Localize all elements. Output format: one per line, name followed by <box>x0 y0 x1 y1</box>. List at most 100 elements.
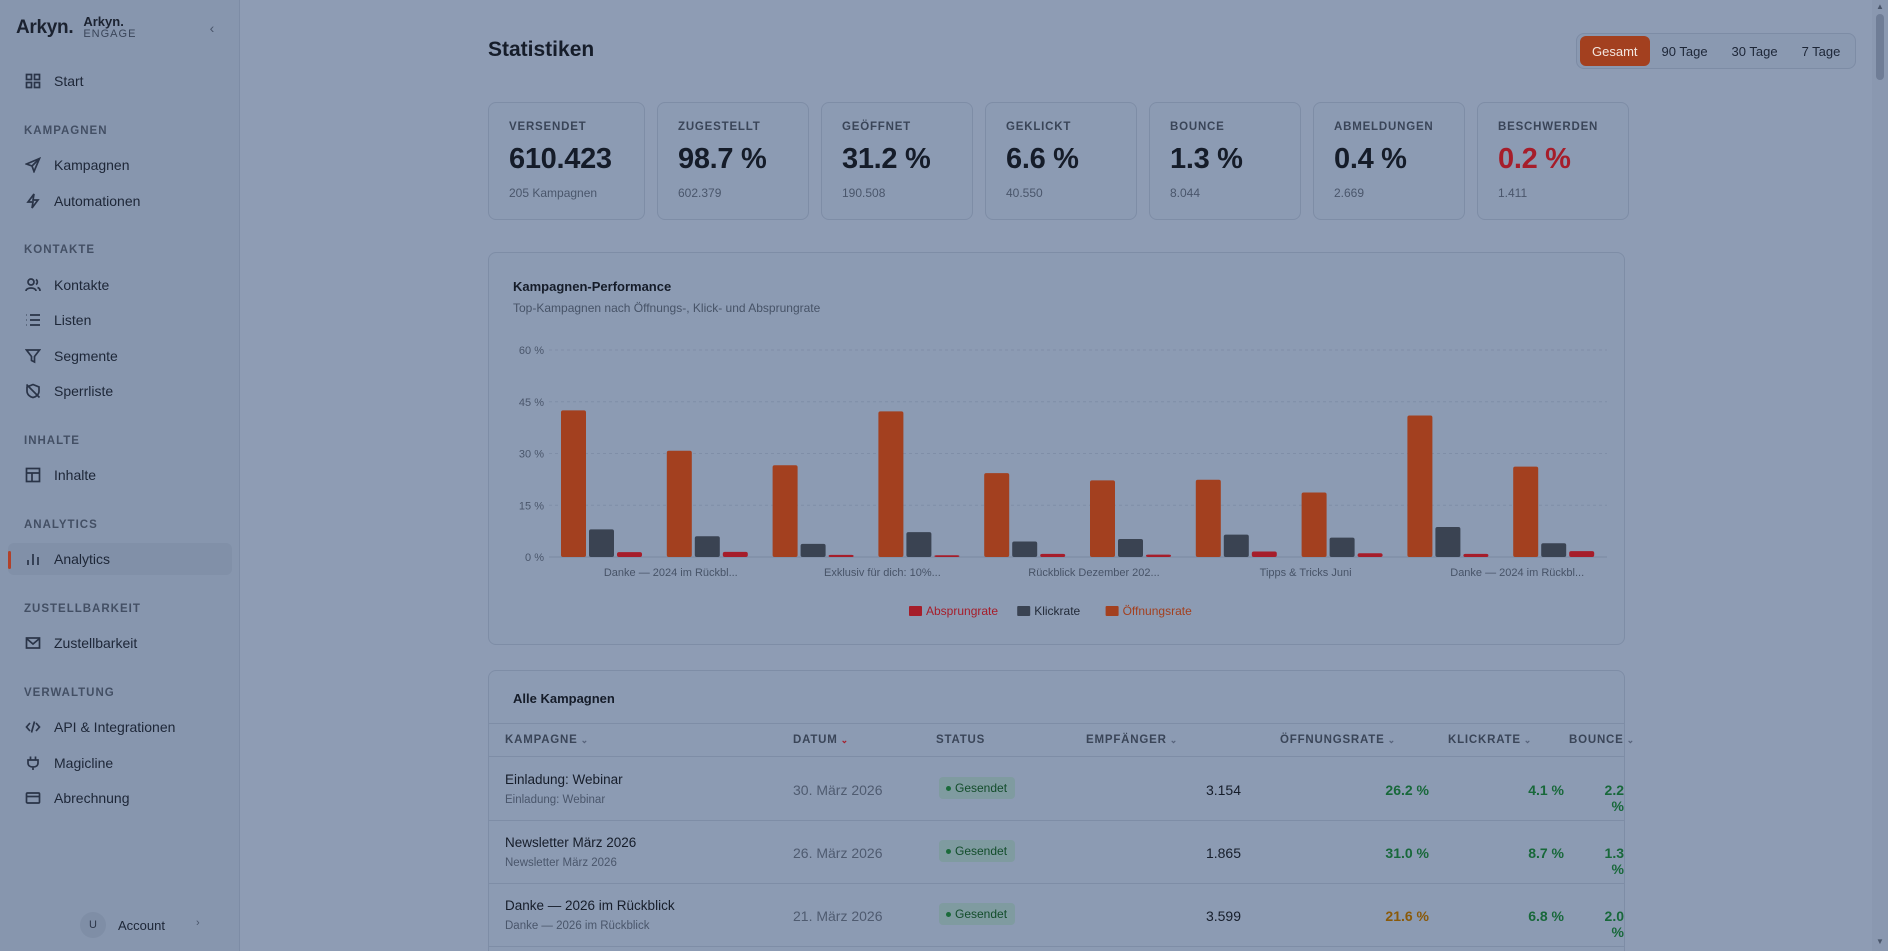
stat-value: 0.2 % <box>1498 143 1571 175</box>
sidebar-item-label: Segmente <box>54 348 118 364</box>
y-tick-label: 45 % <box>519 397 544 409</box>
bar-absprungrate <box>934 555 960 557</box>
x-tick-label: Danke — 2024 im Rückbl... <box>604 567 738 579</box>
sidebar: Arkyn. Arkyn. ENGAGE ‹ Start KAMPAGNEN K… <box>0 0 240 951</box>
bar-ffnungsrate <box>772 465 798 557</box>
header-kampagne[interactable]: KAMPAGNE ⌄ <box>505 734 589 746</box>
sort-chevron-active-icon: ⌄ <box>840 735 850 745</box>
bar-absprungrate <box>1569 551 1595 557</box>
dashboard-grid-icon <box>24 72 42 90</box>
bar-ffnungsrate <box>984 473 1010 557</box>
section-kampagnen: KAMPAGNEN <box>24 125 108 137</box>
scroll-down-arrow-icon[interactable]: ▼ <box>1876 937 1884 946</box>
table-row[interactable]: Einladung: Webinar Einladung: Webinar 30… <box>489 758 1624 821</box>
range-button-gesamt[interactable]: Gesamt <box>1580 36 1650 66</box>
scrollbar-thumb[interactable] <box>1876 14 1884 80</box>
chevron-right-icon: › <box>196 917 200 929</box>
sidebar-item-label: Sperrliste <box>54 383 114 399</box>
open-rate: 21.6 % <box>1385 908 1429 924</box>
sort-chevron-icon: ⌄ <box>1626 735 1635 745</box>
bounce-rate: 2.2 % <box>1604 782 1624 814</box>
click-rate: 6.8 % <box>1528 908 1564 924</box>
send-icon <box>24 156 42 174</box>
sidebar-item-label: Abrechnung <box>54 790 130 806</box>
stat-value: 31.2 % <box>842 143 931 175</box>
sidebar-item-abrechnung[interactable]: Abrechnung <box>8 782 232 814</box>
stat-sub: 1.411 <box>1498 186 1528 200</box>
stat-card-bounce: BOUNCE 1.3 % 8.044 <box>1149 102 1301 220</box>
sidebar-item-kampagnen[interactable]: Kampagnen <box>8 149 232 181</box>
scroll-up-arrow-icon[interactable]: ▲ <box>1876 2 1884 11</box>
bar-absprungrate <box>1251 551 1277 557</box>
campaign-subject: Newsletter März 2026 <box>505 857 617 869</box>
y-tick-label: 0 % <box>525 552 544 564</box>
stat-sub: 602.379 <box>678 186 722 200</box>
bar-ffnungsrate <box>561 410 586 557</box>
bar-klickrate <box>1223 534 1249 557</box>
users-icon <box>24 276 42 294</box>
header-status[interactable]: STATUS <box>936 734 986 746</box>
stat-label: BOUNCE <box>1170 121 1225 133</box>
bar-klickrate <box>1541 543 1567 557</box>
recipients: 3.154 <box>1205 782 1241 798</box>
account-button[interactable]: U Account <box>80 912 165 938</box>
stat-card-geklickt: GEKLICKT 6.6 % 40.550 <box>985 102 1137 220</box>
range-button-7-tage[interactable]: 7 Tage <box>1801 43 1841 59</box>
bar-klickrate <box>1435 526 1461 557</box>
sidebar-item-sperrliste[interactable]: Sperrliste <box>8 375 232 407</box>
sidebar-item-analytics[interactable]: Analytics <box>8 543 232 575</box>
active-indicator <box>8 551 11 569</box>
header-empfaenger[interactable]: EMPFÄNGER ⌄ <box>1086 734 1179 746</box>
header-bounce[interactable]: BOUNCE ⌄ <box>1569 734 1635 746</box>
sidebar-item-automationen[interactable]: Automationen <box>8 185 232 217</box>
chart-subtitle: Top-Kampagnen nach Öffnungs-, Klick- und… <box>513 301 821 315</box>
bar-ffnungsrate <box>666 450 692 557</box>
sort-chevron-icon: ⌄ <box>1169 735 1179 745</box>
open-rate: 26.2 % <box>1385 782 1429 798</box>
bar-absprungrate <box>1146 554 1171 557</box>
campaign-name: Einladung: Webinar <box>505 772 623 787</box>
stat-card-abmeldungen: ABMELDUNGEN 0.4 % 2.669 <box>1313 102 1465 220</box>
legend-swatch <box>1105 606 1119 616</box>
bar-klickrate <box>906 532 932 557</box>
sidebar-item-listen[interactable]: Listen <box>8 304 232 336</box>
range-button-30-tage[interactable]: 30 Tage <box>1731 43 1778 59</box>
stat-sub: 205 Kampagnen <box>509 186 598 200</box>
y-tick-label: 15 % <box>519 500 544 512</box>
bar-absprungrate <box>1040 553 1066 557</box>
brand: Arkyn. Arkyn. ENGAGE <box>0 0 239 56</box>
x-tick-label: Exklusiv für dich: 10%... <box>824 567 941 579</box>
page-scrollbar[interactable]: ▲ ▼ <box>1872 0 1888 951</box>
range-button-90-tage[interactable]: 90 Tage <box>1661 43 1708 59</box>
header-klickrate[interactable]: KLICKRATE ⌄ <box>1448 734 1533 746</box>
y-tick-label: 30 % <box>519 449 544 461</box>
stat-cards: VERSENDET 610.423 205 Kampagnen ZUGESTEL… <box>488 102 1629 220</box>
mail-icon <box>24 634 42 652</box>
sidebar-item-label: Magicline <box>54 755 114 771</box>
page-title: Statistiken <box>488 38 595 61</box>
layout-icon <box>24 466 42 484</box>
table-row[interactable]: Danke — 2026 im Rückblick Danke — 2026 i… <box>489 884 1624 947</box>
stat-label: BESCHWERDEN <box>1498 121 1599 133</box>
click-rate: 4.1 % <box>1528 782 1564 798</box>
sidebar-item-start[interactable]: Start <box>8 65 232 97</box>
header-datum[interactable]: DATUM ⌄ <box>793 734 850 746</box>
sidebar-item-api[interactable]: API & Integrationen <box>8 711 232 743</box>
sidebar-item-magicline[interactable]: Magicline <box>8 747 232 779</box>
avatar: U <box>80 912 106 938</box>
x-tick-label: Danke — 2024 im Rückbl... <box>1450 567 1584 579</box>
collapse-sidebar-chevron-icon[interactable]: ‹ <box>209 20 215 36</box>
stat-value: 0.4 % <box>1334 143 1407 175</box>
sidebar-item-zustellbarkeit[interactable]: Zustellbarkeit <box>8 627 232 659</box>
sidebar-item-kontakte[interactable]: Kontakte <box>8 269 232 301</box>
header-oeffnungsrate[interactable]: ÖFFNUNGSRATE ⌄ <box>1280 734 1396 746</box>
bar-ffnungsrate <box>878 411 904 557</box>
legend-swatch <box>1017 606 1031 616</box>
section-inhalte: INHALTE <box>24 435 80 447</box>
sidebar-item-segmente[interactable]: Segmente <box>8 340 232 372</box>
table-row[interactable]: Newsletter März 2026 Newsletter März 202… <box>489 821 1624 884</box>
stat-card-beschwerden: BESCHWERDEN 0.2 % 1.411 <box>1477 102 1629 220</box>
bar-absprungrate <box>1357 553 1383 557</box>
table-header: KAMPAGNE ⌄ DATUM ⌄ STATUS EMPFÄNGER ⌄ ÖFFNU… <box>489 723 1634 757</box>
sidebar-item-inhalte[interactable]: Inhalte <box>8 459 232 491</box>
